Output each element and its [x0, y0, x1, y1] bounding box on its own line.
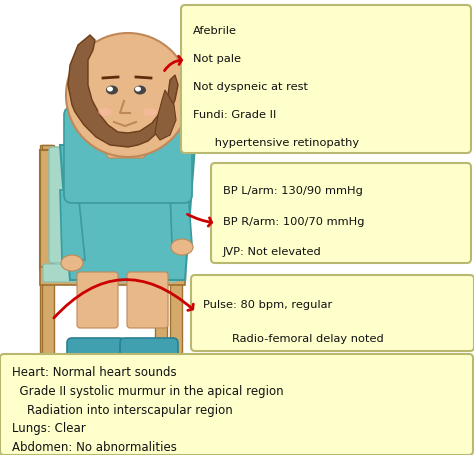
FancyBboxPatch shape: [127, 273, 168, 328]
FancyBboxPatch shape: [43, 264, 177, 283]
Ellipse shape: [107, 87, 113, 92]
Bar: [170, 275, 182, 365]
Polygon shape: [60, 146, 195, 280]
Bar: [40, 151, 52, 270]
Text: Not dyspneic at rest: Not dyspneic at rest: [193, 82, 308, 92]
Bar: [155, 275, 167, 365]
FancyBboxPatch shape: [191, 275, 474, 351]
Text: Abdomen: No abnormalities: Abdomen: No abnormalities: [12, 440, 177, 453]
Text: JVP: Not elevated: JVP: Not elevated: [223, 247, 322, 257]
Text: hypertensive retinopathy: hypertensive retinopathy: [193, 138, 359, 148]
Bar: [40, 268, 185, 280]
Text: BP R/arm: 100/70 mmHg: BP R/arm: 100/70 mmHg: [223, 216, 365, 226]
FancyBboxPatch shape: [49, 148, 125, 263]
Ellipse shape: [171, 239, 193, 255]
FancyBboxPatch shape: [120, 338, 178, 370]
Text: Radiation into interscapular region: Radiation into interscapular region: [12, 403, 233, 416]
Text: Heart: Normal heart sounds: Heart: Normal heart sounds: [12, 366, 177, 379]
Ellipse shape: [61, 255, 83, 271]
Bar: [42, 146, 54, 365]
Ellipse shape: [134, 86, 146, 95]
Bar: [40, 268, 185, 285]
Polygon shape: [68, 36, 178, 148]
Circle shape: [66, 34, 190, 157]
FancyBboxPatch shape: [0, 354, 473, 455]
Polygon shape: [170, 191, 192, 245]
Polygon shape: [60, 191, 85, 260]
FancyBboxPatch shape: [107, 125, 145, 159]
Bar: [40, 146, 52, 365]
Ellipse shape: [20, 354, 220, 376]
Text: Pulse: 80 bpm, regular: Pulse: 80 bpm, regular: [203, 300, 332, 310]
FancyBboxPatch shape: [64, 108, 192, 203]
Text: Lungs: Clear: Lungs: Clear: [12, 421, 86, 434]
FancyBboxPatch shape: [181, 6, 471, 154]
FancyBboxPatch shape: [211, 164, 471, 263]
Bar: [40, 245, 185, 255]
FancyBboxPatch shape: [77, 273, 118, 328]
Polygon shape: [155, 91, 176, 141]
Text: Not pale: Not pale: [193, 54, 241, 64]
FancyBboxPatch shape: [67, 338, 125, 370]
Text: Radio-femoral delay noted: Radio-femoral delay noted: [203, 334, 384, 344]
Ellipse shape: [98, 109, 112, 117]
Text: Grade II systolic murmur in the apical region: Grade II systolic murmur in the apical r…: [12, 384, 283, 397]
Ellipse shape: [106, 86, 118, 95]
Ellipse shape: [143, 109, 157, 117]
Ellipse shape: [135, 87, 141, 92]
Text: Afebrile: Afebrile: [193, 26, 237, 36]
Text: BP L/arm: 130/90 mmHg: BP L/arm: 130/90 mmHg: [223, 186, 363, 196]
Text: Fundi: Grade II: Fundi: Grade II: [193, 110, 276, 120]
